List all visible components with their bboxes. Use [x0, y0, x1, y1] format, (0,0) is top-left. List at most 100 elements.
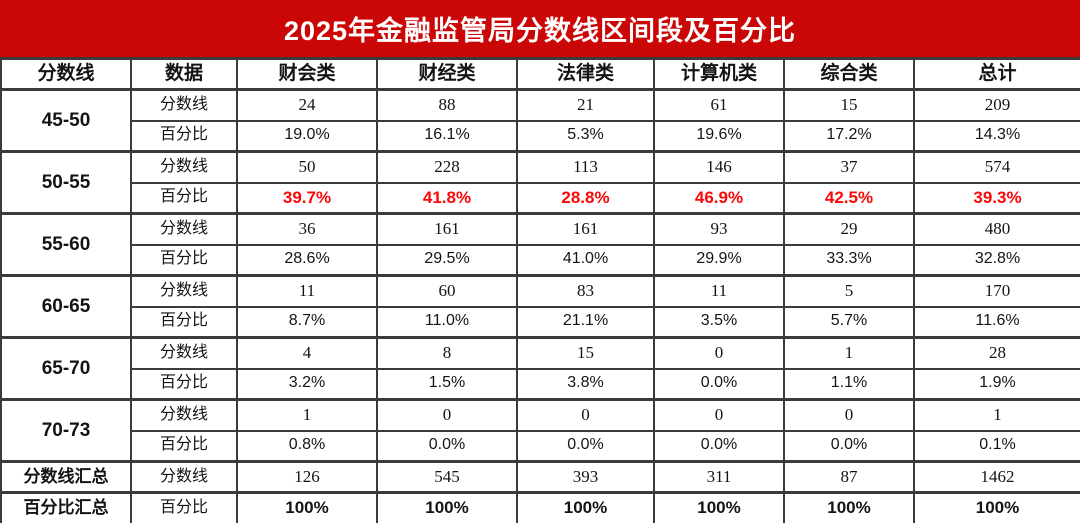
percentage-cell: 16.1%	[376, 120, 518, 153]
score-count-cell: 228	[376, 150, 518, 184]
row-type-label-score: 分数线	[130, 212, 238, 246]
score-count-cell: 15	[516, 336, 655, 370]
percentage-cell: 3.5%	[653, 306, 785, 339]
percentage-row: 百分比 0.8% 0.0% 0.0% 0.0% 0.0% 0.1%	[1, 430, 1080, 463]
percentage-cell: 41.0%	[516, 244, 655, 277]
column-header-law: 法律类	[516, 57, 655, 91]
percentage-cell: 3.2%	[236, 368, 378, 401]
score-count-cell: 11	[653, 274, 785, 308]
percentage-cell: 41.8%	[376, 182, 518, 215]
row-type-label-percent: 百分比	[130, 306, 238, 339]
summary-value-cell: 100%	[376, 491, 518, 523]
table-header: 分数线 数据 财会类 财经类 法律类 计算机类 综合类 总计	[0, 57, 1080, 91]
column-header-comprehensive: 综合类	[783, 57, 915, 91]
score-count-cell: 5	[783, 274, 915, 308]
score-count-cell: 113	[516, 150, 655, 184]
score-count-row: 55-60 分数线 36 161 161 93 29 480	[0, 212, 1080, 277]
summary-row-type-label: 百分比	[130, 491, 238, 523]
percentage-cell: 39.7%	[236, 182, 378, 215]
percentage-cell: 3.8%	[516, 368, 655, 401]
percentage-cell: 14.3%	[913, 120, 1080, 153]
percentage-cell: 0.0%	[653, 430, 785, 463]
score-count-cell: 161	[376, 212, 518, 246]
summary-value-cell: 100%	[516, 491, 655, 523]
score-count-cell: 480	[913, 212, 1080, 246]
percentage-cell: 0.1%	[913, 430, 1080, 463]
summary-value-cell: 311	[653, 460, 785, 494]
percentage-row: 百分比 28.6% 29.5% 41.0% 29.9% 33.3% 32.8%	[1, 244, 1080, 277]
score-count-cell: 28	[913, 336, 1080, 370]
score-count-row: 50-55 分数线 50 228 113 146 37 574	[0, 150, 1080, 215]
percentage-cell: 33.3%	[783, 244, 915, 277]
row-type-label-score: 分数线	[130, 274, 238, 308]
row-type-label-percent: 百分比	[130, 244, 238, 277]
column-header-data: 数据	[130, 57, 238, 91]
percentage-cell: 8.7%	[236, 306, 378, 339]
score-count-cell: 574	[913, 150, 1080, 184]
score-count-cell: 8	[376, 336, 518, 370]
page-title: 2025年金融监管局分数线区间段及百分比	[0, 0, 1080, 57]
score-count-cell: 21	[516, 88, 655, 122]
percentage-row: 百分比 39.7% 41.8% 28.8% 46.9% 42.5% 39.3%	[1, 182, 1080, 215]
percentage-cell: 1.9%	[913, 368, 1080, 401]
summary-value-cell: 100%	[913, 491, 1080, 523]
percentage-cell: 19.6%	[653, 120, 785, 153]
score-count-cell: 93	[653, 212, 785, 246]
score-count-cell: 50	[236, 150, 378, 184]
percentage-cell: 46.9%	[653, 182, 785, 215]
row-type-label-percent: 百分比	[130, 182, 238, 215]
percentage-cell: 0.8%	[236, 430, 378, 463]
percentage-cell: 19.0%	[236, 120, 378, 153]
row-type-label-score: 分数线	[130, 398, 238, 432]
score-count-cell: 1	[236, 398, 378, 432]
score-count-row: 65-70 分数线 4 8 15 0 1 28	[0, 336, 1080, 401]
score-count-cell: 209	[913, 88, 1080, 122]
row-type-label-percent: 百分比	[130, 368, 238, 401]
summary-value-cell: 1462	[913, 460, 1080, 494]
summary-row: 分数线汇总 分数线 126 545 393 311 87 1462	[0, 460, 1080, 494]
column-header-finance: 财经类	[376, 57, 518, 91]
score-count-cell: 29	[783, 212, 915, 246]
score-count-cell: 88	[376, 88, 518, 122]
percentage-cell: 29.5%	[376, 244, 518, 277]
score-count-cell: 161	[516, 212, 655, 246]
percentage-cell: 0.0%	[516, 430, 655, 463]
percentage-cell: 0.0%	[376, 430, 518, 463]
percentage-cell: 0.0%	[653, 368, 785, 401]
summary-label: 分数线汇总	[0, 460, 132, 494]
score-count-cell: 0	[783, 398, 915, 432]
score-count-cell: 4	[236, 336, 378, 370]
summary-value-cell: 126	[236, 460, 378, 494]
percentage-cell: 28.6%	[236, 244, 378, 277]
percentage-cell: 1.5%	[376, 368, 518, 401]
percentage-cell: 5.3%	[516, 120, 655, 153]
score-range-label: 60-65	[0, 274, 132, 339]
score-count-cell: 0	[376, 398, 518, 432]
summary-value-cell: 100%	[236, 491, 378, 523]
score-distribution-table: 分数线 数据 财会类 财经类 法律类 计算机类 综合类 总计 45-50 分数线 2…	[0, 57, 1080, 523]
score-count-cell: 60	[376, 274, 518, 308]
score-count-cell: 37	[783, 150, 915, 184]
score-count-cell: 1	[913, 398, 1080, 432]
percentage-cell: 5.7%	[783, 306, 915, 339]
summary-value-cell: 87	[783, 460, 915, 494]
percentage-row: 百分比 8.7% 11.0% 21.1% 3.5% 5.7% 11.6%	[1, 306, 1080, 339]
row-type-label-percent: 百分比	[130, 120, 238, 153]
summary-value-cell: 545	[376, 460, 518, 494]
summary-row: 百分比汇总 百分比 100% 100% 100% 100% 100% 100%	[0, 491, 1080, 523]
score-count-row: 70-73 分数线 1 0 0 0 0 1	[0, 398, 1080, 463]
percentage-cell: 1.1%	[783, 368, 915, 401]
row-type-label-score: 分数线	[130, 336, 238, 370]
score-count-cell: 11	[236, 274, 378, 308]
percentage-row: 百分比 3.2% 1.5% 3.8% 0.0% 1.1% 1.9%	[1, 368, 1080, 401]
score-count-cell: 0	[653, 336, 785, 370]
score-range-label: 50-55	[0, 150, 132, 215]
column-header-total: 总计	[913, 57, 1080, 91]
score-range-label: 45-50	[0, 88, 132, 153]
score-count-cell: 0	[653, 398, 785, 432]
percentage-cell: 0.0%	[783, 430, 915, 463]
score-count-cell: 83	[516, 274, 655, 308]
summary-value-cell: 393	[516, 460, 655, 494]
score-count-cell: 1	[783, 336, 915, 370]
row-type-label-percent: 百分比	[130, 430, 238, 463]
